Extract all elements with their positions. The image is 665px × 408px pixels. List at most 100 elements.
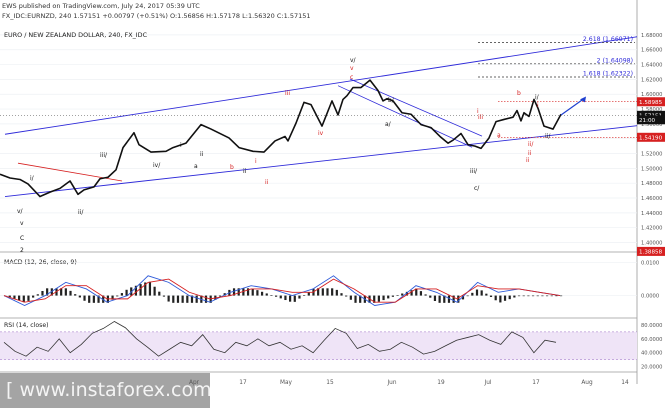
wave-label: c/ [474,185,480,192]
published-line: EWS published on TradingView.com, July 2… [2,2,200,10]
wave-label: iii/ [100,152,108,159]
macd-histogram-bar [13,295,16,299]
macd-y-tick-label: 0.0100 [641,261,659,267]
macd-histogram-bar [167,295,170,302]
macd-histogram-bar [433,295,437,301]
macd-histogram-bar [27,295,30,301]
macd-histogram-bar [317,288,320,296]
rsi-y-tick-label: 40.0000 [641,351,662,357]
x-tick-label: 19 [437,380,445,386]
macd-histogram-bar [8,295,11,298]
macd-histogram-bar [148,281,152,296]
fib-level-label: 2 (1.64098) [597,57,633,64]
macd-histogram-bar [349,295,352,300]
price-label-box [637,246,665,256]
price-label: 21:00 [639,118,656,124]
wave-label: ii/ [545,133,551,140]
macd-histogram-bar [359,295,362,303]
wave-label: i [180,142,182,149]
macd-histogram-bar [499,295,502,303]
macd-histogram-bar [144,282,147,296]
macd-histogram-bar [246,288,250,296]
macd-histogram-bar [326,288,329,296]
macd-histogram-bar [97,295,100,303]
wave-label: v [350,65,354,72]
price-y-tick-label: 1.60000 [641,92,662,98]
corrective-channel-upper [349,78,483,137]
macd-histogram-bar [410,290,413,296]
rsi-panel: RSI (14, close) 20.0000 40.0000 60.0000 80.0… [0,321,662,371]
macd-histogram-bar [335,289,338,296]
wave-label: i [477,108,479,115]
wave-label: ii [526,157,530,164]
macd-histogram-bar [405,291,409,296]
wave-label: iii [285,90,290,97]
macd-histogram-bar [485,293,488,296]
x-tick-label: 17 [532,380,540,386]
macd-histogram-bar [531,295,535,297]
wave-label: a/ [385,121,392,128]
wave-label: ii/ [78,209,84,216]
macd-histogram-bar [373,295,376,303]
rsi-band [0,331,637,360]
macd-histogram-bar [232,288,236,296]
price-y-tick-label: 1.50000 [641,166,662,172]
macd-histogram-bar [289,295,292,302]
macd-histogram-bar [550,295,553,297]
macd-histogram-bar [391,295,394,297]
x-tick-label: Jul [484,380,492,386]
macd-histogram-bar [242,288,245,296]
corrective-channel-lower [337,85,473,148]
wave-label: iii [478,114,483,121]
macd-histogram-bar [181,295,184,303]
wave-label: i/ [30,175,35,182]
macd-histogram-bar [102,295,105,303]
macd-histogram-bar [536,295,539,297]
macd-histogram-bar [513,295,516,298]
wave-label: v/ [17,208,24,215]
macd-histogram-bar [354,295,357,303]
macd-histogram-bar [517,295,521,297]
rsi-y-tick-label: 20.0000 [641,365,662,371]
fib-level-label: 2.618 (1.66971) [583,36,633,43]
wave-label: v/ [350,57,357,64]
macd-histogram-bar [382,295,385,301]
wave-label: b [230,164,234,171]
macd-histogram-bar [237,288,240,296]
macd-histogram-bar [18,295,21,301]
wave-label: C [20,235,24,242]
macd-histogram-bar [162,295,166,297]
macd-histogram-bar [424,294,427,296]
macd-histogram-bar [279,295,282,299]
macd-histogram-bar [32,295,35,298]
macd-histogram-bar [256,290,259,296]
wave-label: iv [318,130,324,137]
macd-histogram-bar [429,295,432,298]
macd-histogram-bar [331,288,334,296]
macd-histogram-bar [218,295,222,297]
wave-label: ii [243,168,247,175]
macd-histogram-bar [508,295,511,300]
macd-histogram-bar [396,295,399,296]
macd-histogram-bar [120,293,124,296]
wave-label: b [517,90,521,97]
price-series-line [0,79,562,198]
macd-histogram-bar [419,291,423,296]
channel-upper-line [4,36,638,135]
rsi-line [3,321,557,357]
macd-histogram-bar [153,286,156,296]
macd-histogram-bar [116,295,119,297]
macd-histogram-bar [522,295,525,297]
x-tick-label: 17 [239,380,247,386]
macd-histogram-bar [172,295,175,303]
x-tick-label: 15 [326,380,334,386]
macd-histogram-bar [443,295,446,303]
x-tick-label: Aug [581,380,593,386]
macd-histogram-bar [340,293,343,296]
macd-histogram-bar [447,295,451,303]
macd-histogram-bar [452,295,455,303]
macd-histogram-bar [541,295,544,297]
rsi-y-tick-label: 80.0000 [641,323,662,329]
